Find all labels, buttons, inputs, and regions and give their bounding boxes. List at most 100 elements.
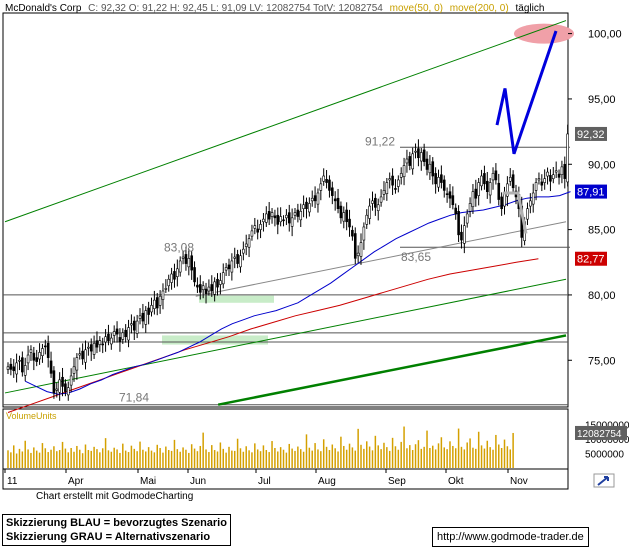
- price-candle-body: [319, 183, 323, 191]
- ma50-legend: move(50, 0): [390, 3, 443, 14]
- price-candle-body: [242, 248, 245, 254]
- price-candle-body: [299, 211, 303, 221]
- price-candle-body: [141, 312, 145, 322]
- price-candle-body: [442, 179, 446, 191]
- price-candle-body: [158, 295, 162, 306]
- price-candle-body: [18, 359, 21, 362]
- price-candle-body: [167, 278, 171, 287]
- price-candle-body: [247, 238, 251, 248]
- price-candle-body: [267, 211, 271, 220]
- volume-title: VolumeUnits: [6, 411, 57, 421]
- volume-tick-label: 10000000: [585, 435, 629, 446]
- price-candle-body: [236, 254, 239, 264]
- x-tick-label: Apr: [68, 476, 84, 487]
- price-candle-body: [511, 174, 515, 189]
- source-url-link[interactable]: http://www.godmode-trader.de: [432, 527, 589, 547]
- price-candle-body: [121, 332, 125, 340]
- price-candle-body: [465, 213, 469, 224]
- price-candle-body: [164, 288, 168, 290]
- trend-line: [4, 278, 567, 394]
- ma200-line: [7, 258, 539, 413]
- price-candle-body: [81, 350, 84, 360]
- price-candle-body: [32, 352, 36, 361]
- price-candle-body: [170, 273, 173, 283]
- price-candle-body: [46, 342, 50, 358]
- price-candle-body: [95, 340, 99, 348]
- price-candle-body: [187, 258, 191, 268]
- price-candle-body: [61, 376, 64, 387]
- price-candle-body: [557, 173, 561, 178]
- price-candle-body: [264, 213, 268, 223]
- price-candle-body: [227, 264, 231, 270]
- price-candle-body: [52, 370, 56, 394]
- price-candle-body: [69, 375, 73, 386]
- ma50-line: [24, 191, 571, 395]
- price-candle-body: [64, 383, 67, 392]
- ma200-legend: move(200, 0): [450, 3, 509, 14]
- price-candle-body: [276, 214, 280, 225]
- price-candle-body: [408, 156, 412, 166]
- price-candle-body: [253, 225, 257, 229]
- price-candle-body: [302, 204, 305, 209]
- price-candle-body: [130, 323, 133, 326]
- legend-note-box: Skizzierung BLAU = bevorzugtes Szenario …: [2, 514, 231, 546]
- price-candle-body: [345, 209, 348, 223]
- price-candle-body: [107, 333, 110, 341]
- price-candle-body: [41, 348, 44, 356]
- value-marker: [575, 184, 607, 199]
- price-candle-body: [506, 183, 509, 197]
- price-candle-body: [543, 178, 546, 183]
- price-candle-body: [198, 284, 202, 293]
- y-tick-label: 75,00: [588, 355, 616, 367]
- price-candle-body: [333, 198, 337, 202]
- value-marker: [575, 251, 607, 266]
- price-candle-body: [316, 192, 320, 205]
- scenario-blue: [495, 30, 558, 155]
- price-candle-body: [491, 173, 495, 181]
- price-candle-body: [201, 285, 205, 291]
- price-candle-body: [124, 329, 127, 338]
- price-candle-body: [296, 209, 300, 217]
- price-candle-body: [12, 366, 16, 372]
- price-candle-body: [115, 328, 119, 335]
- price-candle-body: [310, 197, 314, 202]
- price-candle-body: [6, 366, 10, 370]
- price-candle-body: [560, 166, 564, 176]
- price-candle-body: [190, 255, 193, 271]
- price-candle-body: [219, 280, 222, 285]
- price-candle-body: [221, 272, 225, 285]
- price-candle-body: [282, 219, 285, 222]
- instrument-name: McDonald's Corp: [5, 3, 82, 14]
- price-candle-body: [89, 344, 93, 352]
- trend-line: [217, 334, 567, 406]
- price-candle-body: [374, 197, 377, 208]
- x-tick-label: Mai: [140, 476, 156, 487]
- price-candle-body: [161, 290, 165, 300]
- price-candle-body: [463, 225, 466, 244]
- price-candle-body: [500, 196, 503, 209]
- price-candle-body: [84, 349, 87, 363]
- price-candle-body: [135, 320, 139, 334]
- price-candle-body: [35, 357, 39, 362]
- price-candle-body: [371, 200, 374, 204]
- price-candle-body: [328, 179, 331, 191]
- price-candle-body: [434, 173, 437, 185]
- price-candle-body: [336, 197, 340, 209]
- price-candle-body: [376, 204, 380, 211]
- price-candle-body: [322, 175, 326, 182]
- price-candle-body: [270, 212, 274, 217]
- price-candle-body: [184, 254, 188, 264]
- price-candle-body: [526, 208, 529, 220]
- price-candle-body: [230, 260, 234, 273]
- note-gray: Skizzierung GRAU = Alternativszenario: [6, 531, 211, 543]
- y-tick-label: 100,00: [588, 29, 622, 41]
- price-candle-body: [397, 179, 400, 187]
- price-candle-body: [290, 217, 294, 227]
- price-candle-body: [23, 365, 27, 376]
- x-tick-label: Sep: [388, 476, 406, 487]
- price-candle-body: [385, 182, 389, 194]
- date-axis-strip: [2, 468, 569, 490]
- price-candle-body: [9, 363, 13, 370]
- price-candle-body: [402, 165, 406, 177]
- price-candle-body: [497, 182, 501, 200]
